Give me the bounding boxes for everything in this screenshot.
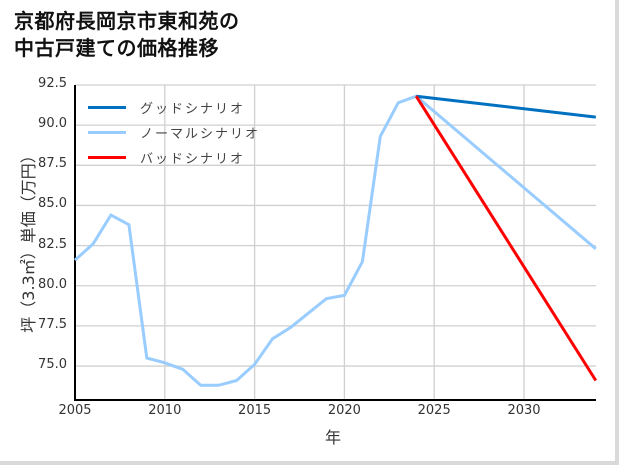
y-tick-label: 87.5 xyxy=(38,156,67,172)
title-line-1: 京都府長岡京市東和苑の xyxy=(14,9,240,33)
normal-scenario-line xyxy=(73,94,597,387)
y-tick-label: 90.0 xyxy=(38,116,67,132)
legend-label-normal: ノーマルシナリオ xyxy=(140,127,261,142)
x-tick-label: 2005 xyxy=(58,403,92,418)
chart-title: 京都府長岡京市東和苑の 中古戸建ての価格推移 xyxy=(14,8,240,62)
y-tick-label: 80.0 xyxy=(38,276,67,292)
title-line-2: 中古戸建ての価格推移 xyxy=(14,36,219,60)
y-axis-label: 坪（3.3㎡）単価（万円） xyxy=(19,147,38,333)
legend-item-normal: ノーマルシナリオ xyxy=(88,120,260,145)
x-tick-label: 2015 xyxy=(238,403,272,418)
legend-label-good: グッドシナリオ xyxy=(140,102,246,117)
y-tick-label: 77.5 xyxy=(38,316,67,332)
legend-label-bad: バッドシナリオ xyxy=(140,152,246,167)
legend-swatch-good xyxy=(88,106,126,109)
y-tick-label: 82.5 xyxy=(38,236,67,252)
legend: グッドシナリオ ノーマルシナリオ バッドシナリオ xyxy=(88,95,260,170)
x-axis-label: 年 xyxy=(325,428,342,447)
x-tick-label: 2010 xyxy=(148,403,182,418)
legend-swatch-normal xyxy=(88,131,126,134)
y-tick-label: 85.0 xyxy=(38,196,67,212)
good-scenario-line xyxy=(416,94,596,119)
y-tick-label: 75.0 xyxy=(38,357,67,373)
x-tick-label: 2025 xyxy=(417,403,451,418)
x-tick-label: 2030 xyxy=(507,403,541,418)
legend-swatch-bad xyxy=(88,156,126,159)
legend-item-bad: バッドシナリオ xyxy=(88,145,260,170)
legend-item-good: グッドシナリオ xyxy=(88,95,260,120)
y-tick-label: 92.5 xyxy=(38,76,67,91)
bad-scenario-line xyxy=(414,95,598,382)
x-tick-label: 2020 xyxy=(327,403,361,418)
